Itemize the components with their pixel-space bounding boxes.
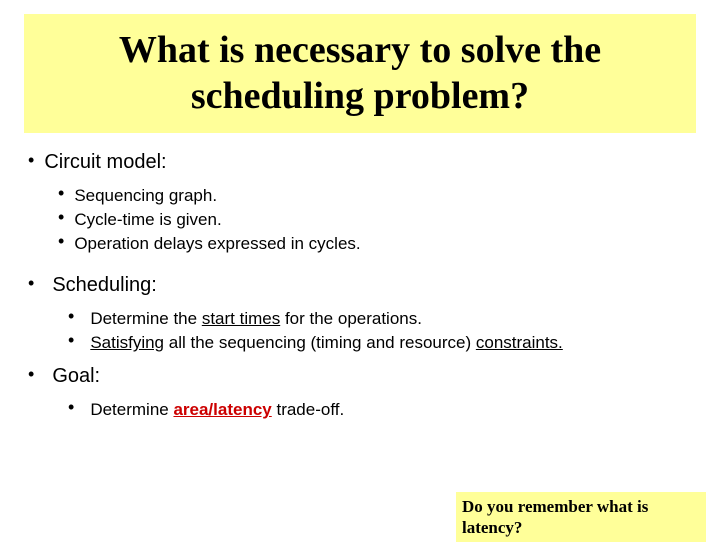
emphasis-text: area/latency xyxy=(173,400,271,419)
bullet-icon: • xyxy=(28,151,34,169)
bullet-icon: • xyxy=(28,274,34,292)
text-prefix: Determine xyxy=(90,400,173,419)
sub-bullet-text: Determine the start times for the operat… xyxy=(90,309,422,329)
bullet-icon: • xyxy=(58,184,64,202)
sub-bullet-text: Determine area/latency trade-off. xyxy=(90,400,344,420)
text-suffix: trade-off. xyxy=(272,400,344,419)
underlined-text: start times xyxy=(202,309,280,328)
sub-bullet-text: Cycle-time is given. xyxy=(74,210,221,230)
bullet-icon: • xyxy=(68,307,74,325)
callout-box: Do you remember what is latency? xyxy=(456,492,706,543)
bullet-scheduling: • Scheduling: xyxy=(28,274,692,297)
sub-bullet: • Operation delays expressed in cycles. xyxy=(58,234,692,254)
underlined-text: Satisfying xyxy=(90,333,164,352)
sub-bullet-text: Sequencing graph. xyxy=(74,186,217,206)
slide-body: • Circuit model: • Sequencing graph. • C… xyxy=(0,133,720,420)
bullet-label: Goal: xyxy=(52,365,100,388)
sub-bullet: • Determine the start times for the oper… xyxy=(68,309,692,329)
sub-bullet-text: Satisfying all the sequencing (timing an… xyxy=(90,333,562,353)
sub-bullet: • Satisfying all the sequencing (timing … xyxy=(68,333,692,353)
bullet-circuit-model: • Circuit model: xyxy=(28,151,692,174)
sub-bullet: • Determine area/latency trade-off. xyxy=(68,400,692,420)
title-line-1: What is necessary to solve the xyxy=(119,29,601,71)
bullet-label: Circuit model: xyxy=(44,151,166,174)
bullet-label: Scheduling: xyxy=(52,274,157,297)
sub-bullet: • Sequencing graph. xyxy=(58,186,692,206)
title-line-2: scheduling problem? xyxy=(191,75,529,117)
bullet-icon: • xyxy=(28,365,34,383)
text-suffix: for the operations. xyxy=(280,309,422,328)
sub-bullet: • Cycle-time is given. xyxy=(58,210,692,230)
text-mid: all the sequencing (timing and resource) xyxy=(164,333,476,352)
bullet-icon: • xyxy=(68,331,74,349)
bullet-icon: • xyxy=(68,398,74,416)
bullet-icon: • xyxy=(58,208,64,226)
bullet-goal: • Goal: xyxy=(28,365,692,388)
text-prefix: Determine the xyxy=(90,309,202,328)
callout-text: Do you remember what is latency? xyxy=(462,497,648,537)
underlined-text: constraints. xyxy=(476,333,563,352)
slide-title-box: What is necessary to solve the schedulin… xyxy=(24,14,696,133)
bullet-icon: • xyxy=(58,232,64,250)
slide-title: What is necessary to solve the schedulin… xyxy=(34,28,686,119)
sub-bullet-text: Operation delays expressed in cycles. xyxy=(74,234,360,254)
